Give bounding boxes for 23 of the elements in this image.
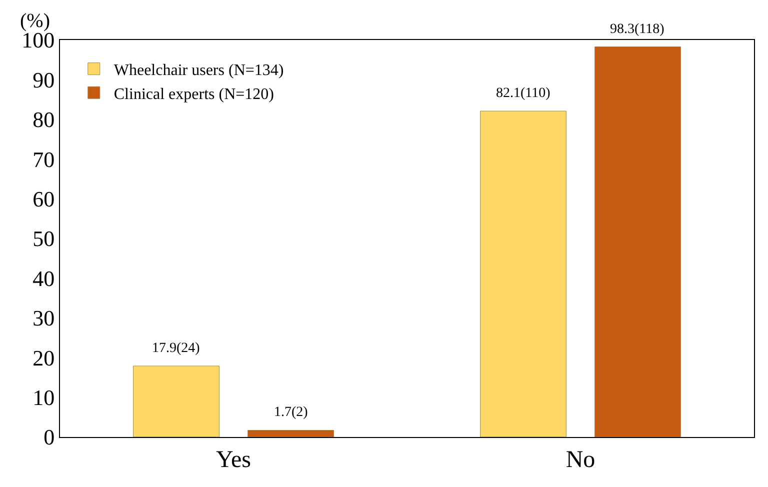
y-tick-label: 60: [32, 186, 55, 212]
y-tick-label: 20: [32, 345, 55, 370]
y-tick-label: 90: [32, 67, 55, 92]
legend-label: Clinical experts (N=120): [114, 86, 274, 103]
y-tick-label: 10: [32, 385, 55, 410]
y-tick-label: 0: [44, 424, 55, 450]
y-tick-label: 70: [32, 146, 55, 172]
data-label: 17.9(24): [152, 341, 200, 356]
bar: [248, 430, 334, 437]
bar: [480, 110, 566, 437]
y-tick-label: 50: [32, 226, 55, 252]
data-label: 82.1(110): [496, 86, 551, 101]
data-label: 1.7(2): [274, 405, 308, 420]
bar: [133, 366, 220, 437]
x-tick-label: Yes: [216, 446, 251, 473]
data-label: 98.3(118): [610, 22, 665, 37]
x-tick-label: No: [566, 446, 596, 473]
legend-label: Wheelchair users (N=134): [114, 62, 284, 80]
y-tick-label: 40: [32, 266, 55, 291]
y-tick-label: 80: [32, 107, 55, 132]
bar: [594, 46, 681, 437]
y-axis-title: (%): [20, 10, 50, 32]
y-tick-label: 30: [32, 306, 55, 331]
